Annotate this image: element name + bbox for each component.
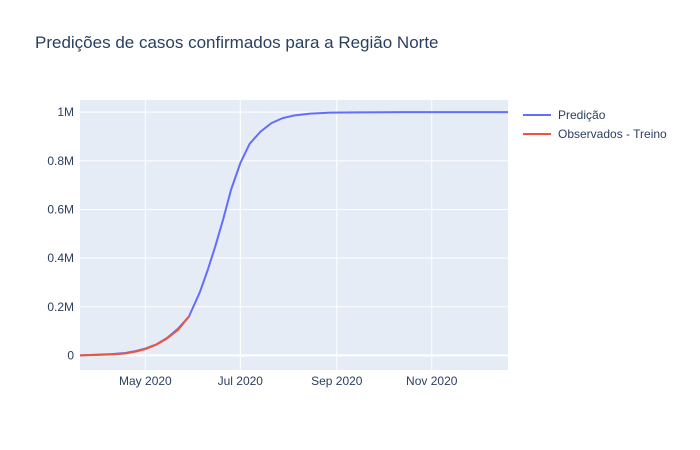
legend-item-observados-treino[interactable]: Observados - Treino: [523, 127, 667, 141]
y-tick-label: 0.8M: [47, 154, 74, 168]
x-tick-label: Sep 2020: [311, 374, 363, 388]
y-tick-label: 0.4M: [47, 251, 74, 265]
legend[interactable]: Predição Observados - Treino: [523, 108, 667, 141]
legend-label: Predição: [558, 108, 606, 122]
chart-title: Predições de casos confirmados para a Re…: [35, 33, 439, 52]
series-layer: [79, 111, 508, 357]
x-tick-label: May 2020: [119, 374, 172, 388]
x-tick-label: Nov 2020: [406, 374, 458, 388]
y-tick-label: 0: [67, 348, 74, 362]
legend-label: Observados - Treino: [558, 127, 667, 141]
series-line-observados-treino: [79, 315, 190, 357]
legend-item-predicao[interactable]: Predição: [523, 108, 606, 122]
plot-area: [80, 100, 508, 370]
axes: 0 0.2M 0.4M 0.6M 0.8M 1M May 2020 Jul 2020 Sep 2…: [47, 105, 457, 388]
grid: [80, 100, 508, 370]
y-tick-label: 0.6M: [47, 202, 74, 216]
y-tick-label: 1M: [57, 105, 74, 119]
x-tick-label: Jul 2020: [218, 374, 264, 388]
y-tick-label: 0.2M: [47, 300, 74, 314]
